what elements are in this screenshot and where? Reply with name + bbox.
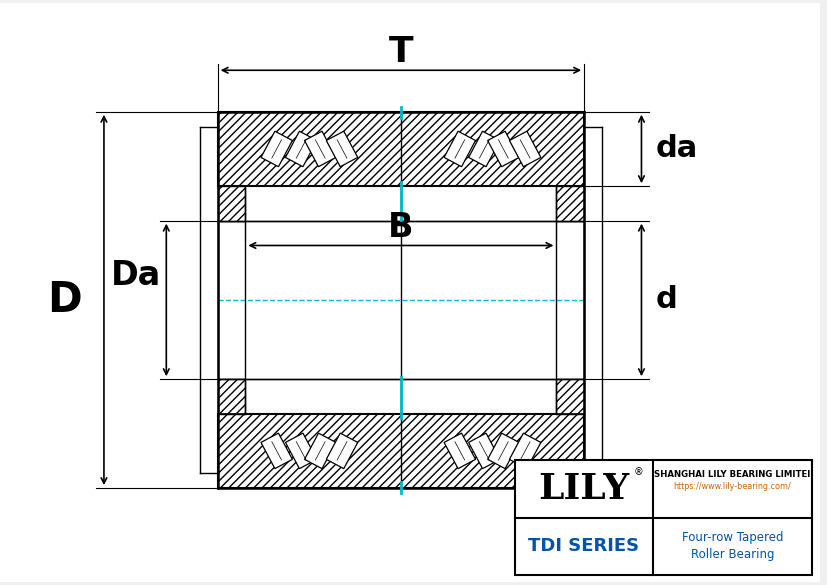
- Polygon shape: [285, 131, 317, 167]
- Polygon shape: [285, 433, 317, 469]
- Polygon shape: [304, 131, 336, 167]
- Polygon shape: [218, 379, 245, 414]
- Text: TDI SERIES: TDI SERIES: [528, 538, 638, 555]
- Polygon shape: [326, 433, 357, 469]
- Polygon shape: [0, 3, 819, 582]
- Polygon shape: [443, 433, 475, 469]
- Text: Da: Da: [111, 259, 161, 292]
- Polygon shape: [468, 433, 500, 469]
- Polygon shape: [443, 131, 475, 167]
- Polygon shape: [218, 221, 583, 379]
- Polygon shape: [218, 186, 245, 221]
- Polygon shape: [261, 131, 292, 167]
- Polygon shape: [218, 112, 583, 186]
- Text: Four-row Tapered
Roller Bearing: Four-row Tapered Roller Bearing: [681, 531, 782, 562]
- Polygon shape: [556, 186, 583, 221]
- Text: ®: ®: [633, 467, 643, 477]
- Polygon shape: [487, 433, 519, 469]
- Polygon shape: [514, 460, 810, 575]
- Polygon shape: [304, 433, 336, 469]
- Polygon shape: [326, 131, 357, 167]
- Text: SHANGHAI LILY BEARING LIMITEI: SHANGHAI LILY BEARING LIMITEI: [653, 470, 810, 479]
- Polygon shape: [556, 379, 583, 414]
- Text: https://www.lily-bearing.com/: https://www.lily-bearing.com/: [673, 482, 791, 491]
- Polygon shape: [487, 131, 519, 167]
- Text: T: T: [388, 36, 413, 70]
- Text: D: D: [47, 279, 82, 321]
- Polygon shape: [468, 131, 500, 167]
- Text: LILY: LILY: [538, 472, 629, 506]
- Text: B: B: [388, 211, 414, 244]
- Polygon shape: [509, 433, 540, 469]
- Text: d: d: [654, 285, 676, 314]
- Text: da: da: [654, 135, 696, 163]
- Polygon shape: [218, 414, 583, 488]
- Polygon shape: [261, 433, 292, 469]
- Polygon shape: [509, 131, 540, 167]
